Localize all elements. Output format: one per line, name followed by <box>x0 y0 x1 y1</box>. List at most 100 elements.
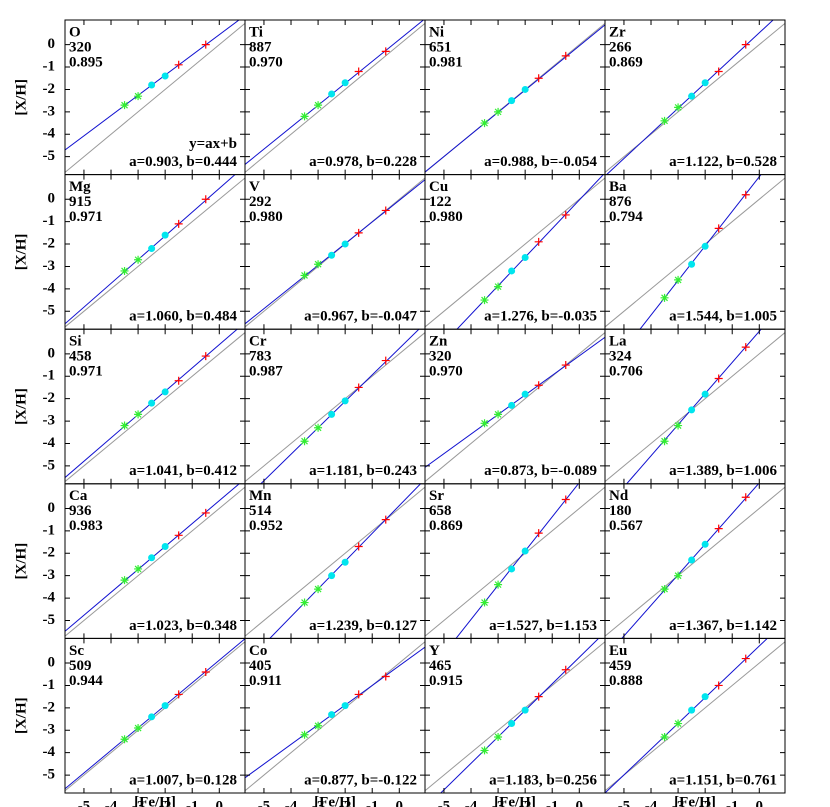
element-label: Ba <box>609 179 627 195</box>
element-label: Zr <box>609 24 626 40</box>
fit-label: a=0.988, b=-0.054 <box>484 154 597 170</box>
point <box>314 423 323 432</box>
plot-area <box>65 638 245 792</box>
point <box>741 654 750 663</box>
plot-area <box>605 329 785 484</box>
point <box>714 224 723 233</box>
correlation: 0.888 <box>609 673 643 689</box>
point <box>341 702 349 710</box>
star-count: 936 <box>69 503 92 519</box>
fit-line <box>65 20 240 151</box>
identity-line <box>605 22 785 173</box>
fit-label: a=1.544, b=1.005 <box>669 309 777 325</box>
star-count: 509 <box>69 658 92 674</box>
point <box>134 564 143 573</box>
point <box>521 706 529 714</box>
correlation: 0.980 <box>429 209 463 225</box>
identity-line <box>605 177 785 328</box>
x-tick-label: -5 <box>78 798 91 807</box>
y-tick-label: -4 <box>43 590 56 606</box>
point <box>494 282 503 291</box>
x-tick-label: -4 <box>105 798 118 807</box>
fit-label: a=0.967, b=-0.047 <box>304 309 417 325</box>
fit-label: a=1.183, b=0.256 <box>489 772 597 788</box>
fit-label: a=0.978, b=0.228 <box>309 154 417 170</box>
point <box>201 508 210 517</box>
element-label: Mg <box>69 179 91 195</box>
point <box>688 406 696 414</box>
x-tick-label: -1 <box>186 798 199 807</box>
x-tick-label: 0 <box>216 798 224 807</box>
element-label: Cr <box>249 334 267 350</box>
plot-area <box>65 174 245 328</box>
point <box>120 576 129 585</box>
point <box>381 47 390 56</box>
fit-label: a=1.151, b=0.761 <box>669 772 777 788</box>
fit-label: a=1.181, b=0.243 <box>309 463 417 479</box>
point <box>494 580 503 589</box>
correlation: 0.895 <box>69 54 103 70</box>
y-tick-label: -1 <box>43 58 56 74</box>
point <box>341 79 349 87</box>
point <box>300 437 309 446</box>
plot-area <box>425 22 605 173</box>
y-tick-label: -3 <box>43 722 56 738</box>
point <box>714 524 723 533</box>
point <box>741 190 750 199</box>
x-tick-label: -4 <box>285 798 298 807</box>
star-count: 658 <box>429 503 452 519</box>
plot-area <box>65 20 245 173</box>
element-label: Mn <box>249 488 272 504</box>
plot-area <box>65 483 245 637</box>
identity-line <box>425 332 605 482</box>
fit-label: a=1.060, b=0.484 <box>129 309 237 325</box>
y-tick-label: -4 <box>43 744 56 760</box>
point <box>381 356 390 365</box>
fit-line <box>65 483 240 632</box>
element-label: Y <box>429 643 440 659</box>
plot-area <box>605 638 785 794</box>
fit-label: a=1.122, b=0.528 <box>669 154 777 170</box>
point <box>660 732 669 741</box>
element-label: O <box>69 24 81 40</box>
point <box>714 67 723 76</box>
star-count: 465 <box>429 658 452 674</box>
y-axis-label: [X/H] <box>13 234 29 271</box>
y-tick-label: -4 <box>43 435 56 451</box>
fit-line <box>639 174 762 330</box>
identity-line <box>65 486 245 637</box>
x-tick-label: -3 <box>492 798 505 807</box>
point <box>674 275 683 284</box>
point <box>674 571 683 580</box>
element-label: Zn <box>429 334 448 350</box>
point <box>161 702 169 710</box>
point <box>174 376 183 385</box>
star-count: 122 <box>429 194 452 210</box>
plot-area <box>605 20 785 175</box>
identity-line <box>245 177 425 328</box>
point <box>300 112 309 121</box>
point <box>201 195 210 204</box>
identity-line <box>605 641 785 792</box>
fit-line <box>605 638 768 794</box>
point <box>300 271 309 280</box>
point <box>381 515 390 524</box>
fit-label: a=0.903, b=0.444 <box>129 154 237 170</box>
correlation: 0.869 <box>429 518 463 534</box>
y-tick-label: -2 <box>43 699 56 715</box>
element-label: Cu <box>429 179 448 195</box>
point <box>328 572 336 580</box>
y-tick-label: -3 <box>43 413 56 429</box>
point <box>660 116 669 125</box>
point <box>521 390 529 398</box>
point <box>314 721 323 730</box>
element-label: Sr <box>429 488 444 504</box>
point <box>534 529 543 538</box>
fit-label: a=1.007, b=0.128 <box>129 772 237 788</box>
